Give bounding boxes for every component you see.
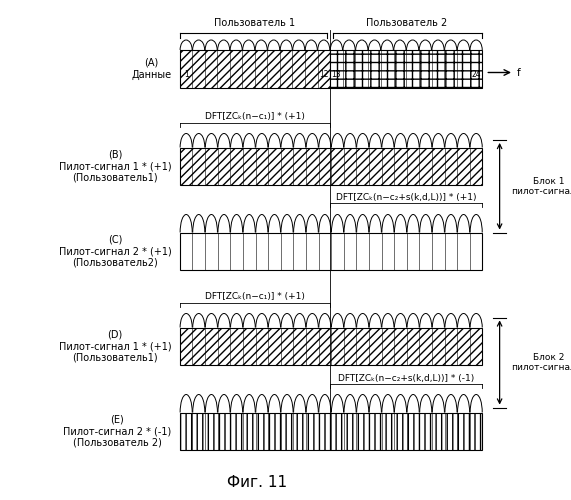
Text: 24: 24 [471,70,481,79]
Text: Пользователь 2: Пользователь 2 [365,18,447,28]
Text: DFT[ZCₖ(n−c₁)] * (+1): DFT[ZCₖ(n−c₁)] * (+1) [205,292,305,302]
Bar [180,50,330,88]
Text: 1: 1 [184,70,188,79]
Bar [180,232,482,270]
Bar [180,412,482,450]
Text: DFT[ZCₖ(n−c₂+s(k,d,L))] * (+1): DFT[ZCₖ(n−c₂+s(k,d,L))] * (+1) [336,194,477,202]
Bar [180,148,482,185]
Text: Блок 1
пилот-сигналов: Блок 1 пилот-сигналов [511,176,571,196]
Bar [180,328,482,365]
Text: 13: 13 [332,70,341,79]
Text: DFT[ZCₖ(n−c₁)] * (+1): DFT[ZCₖ(n−c₁)] * (+1) [205,112,305,122]
Text: 12: 12 [319,70,328,79]
Text: (C)
Пилот-сигнал 2 * (+1)
(Пользователь2): (C) Пилот-сигнал 2 * (+1) (Пользователь2… [59,234,171,268]
Text: (E)
Пилот-сигнал 2 * (-1)
(Пользователь 2): (E) Пилот-сигнал 2 * (-1) (Пользователь … [63,414,171,448]
Bar [330,50,482,88]
Text: Блок 2
пилот-сигналов: Блок 2 пилот-сигналов [511,353,571,372]
Text: Пользователь 1: Пользователь 1 [214,18,296,28]
Text: Фиг. 11: Фиг. 11 [227,475,287,490]
Text: DFT[ZCₖ(n−c₂+s(k,d,L))] * (-1): DFT[ZCₖ(n−c₂+s(k,d,L))] * (-1) [338,374,475,382]
Text: f: f [517,68,521,78]
Text: (A)
Данные: (A) Данные [131,58,171,80]
Text: (B)
Пилот-сигнал 1 * (+1)
(Пользователь1): (B) Пилот-сигнал 1 * (+1) (Пользователь1… [59,150,171,183]
Text: (D)
Пилот-сигнал 1 * (+1)
(Пользователь1): (D) Пилот-сигнал 1 * (+1) (Пользователь1… [59,330,171,363]
